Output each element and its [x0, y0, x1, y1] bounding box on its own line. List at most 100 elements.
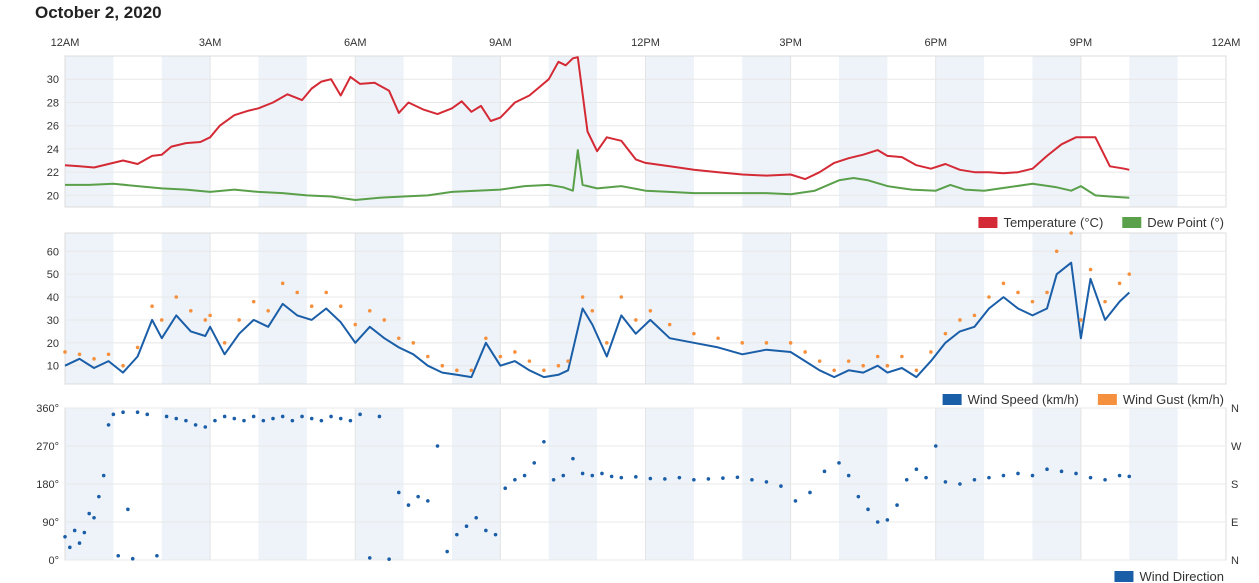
data-point	[677, 475, 682, 480]
data-point	[126, 507, 130, 512]
data-point	[435, 444, 440, 448]
wind-direction-panel: 0° 90° 180° 270° 360° N E S W N Wind Direction	[36, 403, 1242, 583]
data-point	[822, 469, 827, 474]
hour-band	[1032, 56, 1081, 207]
data-point	[571, 456, 575, 461]
data-point	[503, 486, 508, 491]
series-line	[64, 56, 1130, 181]
y-tick-label: 360°	[36, 403, 59, 415]
data-point	[484, 336, 488, 341]
data-point	[692, 477, 696, 482]
data-point	[972, 477, 977, 482]
page-title: October 2, 2020	[35, 3, 162, 22]
data-point	[1059, 469, 1064, 474]
data-point	[150, 304, 154, 309]
data-point	[155, 553, 159, 558]
data-point	[1074, 471, 1078, 476]
data-point	[987, 295, 991, 299]
data-point	[914, 368, 919, 373]
data-point	[740, 341, 745, 345]
data-point	[116, 553, 121, 558]
data-point	[358, 412, 362, 417]
data-point	[958, 318, 962, 322]
data-point	[280, 281, 285, 286]
data-point	[82, 530, 87, 535]
data-point	[222, 414, 227, 419]
data-point	[121, 410, 125, 415]
data-point	[251, 299, 256, 304]
data-point	[875, 520, 880, 524]
data-point	[1127, 272, 1132, 276]
data-point	[426, 354, 430, 359]
hour-band	[839, 233, 888, 384]
hour-band	[1032, 233, 1081, 384]
data-point	[498, 354, 503, 359]
data-point	[329, 414, 333, 419]
series-line	[64, 261, 1130, 379]
data-point	[566, 359, 570, 363]
data-point	[1088, 267, 1093, 272]
data-point	[300, 414, 304, 419]
data-point	[764, 341, 769, 345]
data-point	[1079, 318, 1083, 322]
y-tick-label: 28	[47, 97, 59, 109]
data-point	[92, 357, 96, 361]
right-tick-label: W	[1231, 441, 1242, 453]
data-point	[648, 476, 653, 481]
data-point	[290, 418, 295, 423]
data-point	[77, 352, 82, 357]
data-point	[232, 416, 237, 421]
x-tick-label: 9AM	[489, 37, 512, 49]
data-point	[1054, 249, 1059, 254]
data-point	[135, 345, 140, 350]
data-point	[808, 490, 812, 495]
data-point	[188, 308, 193, 313]
data-point	[309, 304, 314, 309]
x-tick-label: 3AM	[199, 37, 222, 49]
data-point	[455, 532, 459, 537]
data-point	[174, 416, 179, 421]
hour-band	[839, 56, 888, 207]
hour-band	[161, 56, 211, 207]
y-tick-label: 22	[47, 167, 59, 179]
data-point	[861, 363, 865, 368]
data-point	[924, 475, 928, 480]
legend-label: Wind Speed (km/h)	[968, 392, 1079, 407]
y-tick-label: 50	[47, 269, 59, 281]
data-point	[1103, 299, 1107, 304]
data-point	[367, 308, 372, 313]
y-tick-label: 26	[47, 121, 59, 133]
data-point	[203, 318, 208, 322]
data-point	[885, 518, 890, 522]
data-point	[242, 418, 246, 423]
data-point	[619, 295, 624, 299]
wind-panel: 10 20 30 40 50 60 Wind Gust (km/h) Wind Speed (…	[47, 231, 1227, 407]
data-point	[319, 418, 324, 423]
data-point	[87, 511, 91, 516]
data-point	[556, 363, 561, 368]
data-point	[904, 477, 909, 482]
data-point	[600, 471, 604, 476]
hour-band	[742, 233, 791, 384]
x-tick-label: 3PM	[779, 37, 802, 49]
data-point	[793, 499, 798, 503]
data-point	[933, 444, 938, 448]
data-point	[111, 412, 116, 417]
data-point	[1001, 281, 1006, 286]
data-point	[135, 410, 140, 415]
legend-label: Temperature (°C)	[1003, 215, 1103, 230]
data-point	[416, 494, 420, 499]
legend-swatch	[1122, 217, 1142, 228]
data-point	[663, 477, 667, 481]
data-point	[1030, 299, 1035, 304]
x-tick-label: 6AM	[344, 37, 367, 49]
data-point	[875, 354, 880, 359]
hour-band	[1129, 233, 1178, 384]
data-point	[324, 290, 329, 295]
hour-band	[258, 233, 307, 384]
data-point	[1016, 471, 1020, 476]
x-axis: 12AM 3AM 6AM 9AM 12PM 3PM 6PM 9PM 12AM	[51, 37, 1241, 49]
data-point	[92, 515, 96, 520]
data-point	[145, 412, 150, 417]
data-point	[609, 474, 614, 479]
